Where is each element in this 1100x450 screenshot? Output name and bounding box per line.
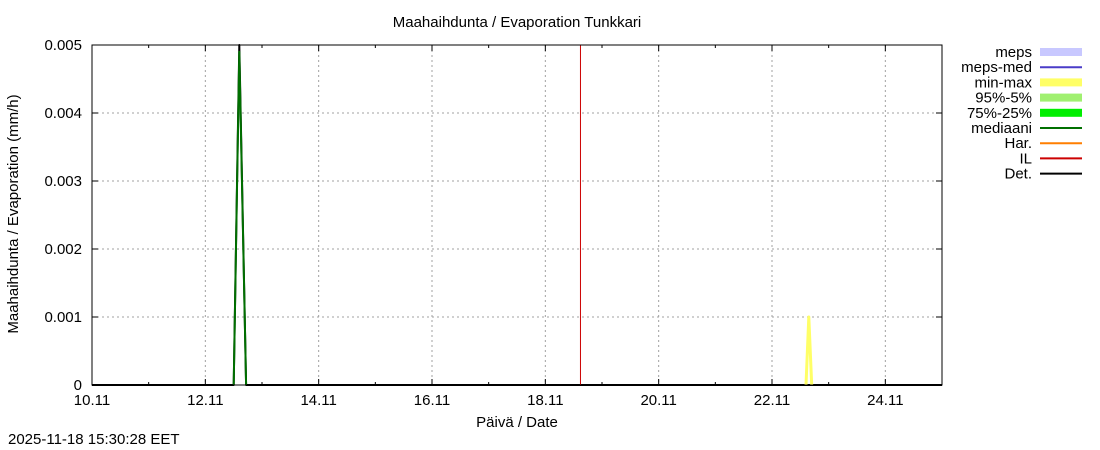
y-tick-label: 0.003 xyxy=(44,173,82,190)
legend-label: Det. xyxy=(1004,166,1032,183)
x-tick-label: 16.11 xyxy=(414,392,450,409)
series-mediaani-line xyxy=(232,50,248,386)
x-tick-label: 10.11 xyxy=(74,392,110,409)
legend-label: 95%-5% xyxy=(975,90,1032,107)
y-tick-label: 0.002 xyxy=(44,241,82,258)
y-ticks: 0 0.001 0.002 0.003 0.004 0.005 xyxy=(44,37,942,394)
y-tick-label: 0 xyxy=(74,377,82,394)
timestamp: 2025-11-18 15:30:28 EET xyxy=(8,431,180,448)
legend-swatch xyxy=(1040,78,1082,87)
legend-swatch xyxy=(1040,48,1082,56)
plot-frame xyxy=(91,44,943,386)
x-tick-label: 18.11 xyxy=(527,392,563,409)
x-tick-label: 24.11 xyxy=(867,392,903,409)
y-axis-label: Maahaihdunta / Evaporation (mm/h) xyxy=(5,94,22,333)
chart-title: Maahaihdunta / Evaporation Tunkkari xyxy=(393,14,642,31)
x-tick-label: 12.11 xyxy=(187,392,223,409)
legend-label: meps-med xyxy=(961,59,1032,76)
plot-area xyxy=(92,44,942,386)
legend-label: min-max xyxy=(974,74,1032,91)
x-ticks: 10.11 12.11 14.11 16.11 18.11 20.11 22.11 24.11 xyxy=(74,45,904,409)
legend-label: meps xyxy=(995,44,1032,61)
grid xyxy=(92,45,942,385)
legend-label: 75%-25% xyxy=(967,105,1032,122)
legend-swatch xyxy=(1040,93,1082,102)
y-tick-label: 0.004 xyxy=(44,105,82,122)
y-tick-label: 0.005 xyxy=(44,37,82,54)
legend: mepsmeps-medmin-max95%-5%75%-25%mediaani… xyxy=(961,44,1082,183)
y-tick-label: 0.001 xyxy=(44,309,82,326)
legend-label: Har. xyxy=(1004,135,1032,152)
x-tick-label: 14.11 xyxy=(300,392,336,409)
x-axis-label: Päivä / Date xyxy=(476,414,558,431)
series-min-max-line xyxy=(804,315,814,386)
legend-label: IL xyxy=(1019,150,1032,167)
x-tick-label: 22.11 xyxy=(754,392,790,409)
legend-swatch xyxy=(1040,108,1082,117)
legend-label: mediaani xyxy=(971,120,1032,137)
x-tick-label: 20.11 xyxy=(640,392,676,409)
series-det.-line xyxy=(92,44,942,386)
